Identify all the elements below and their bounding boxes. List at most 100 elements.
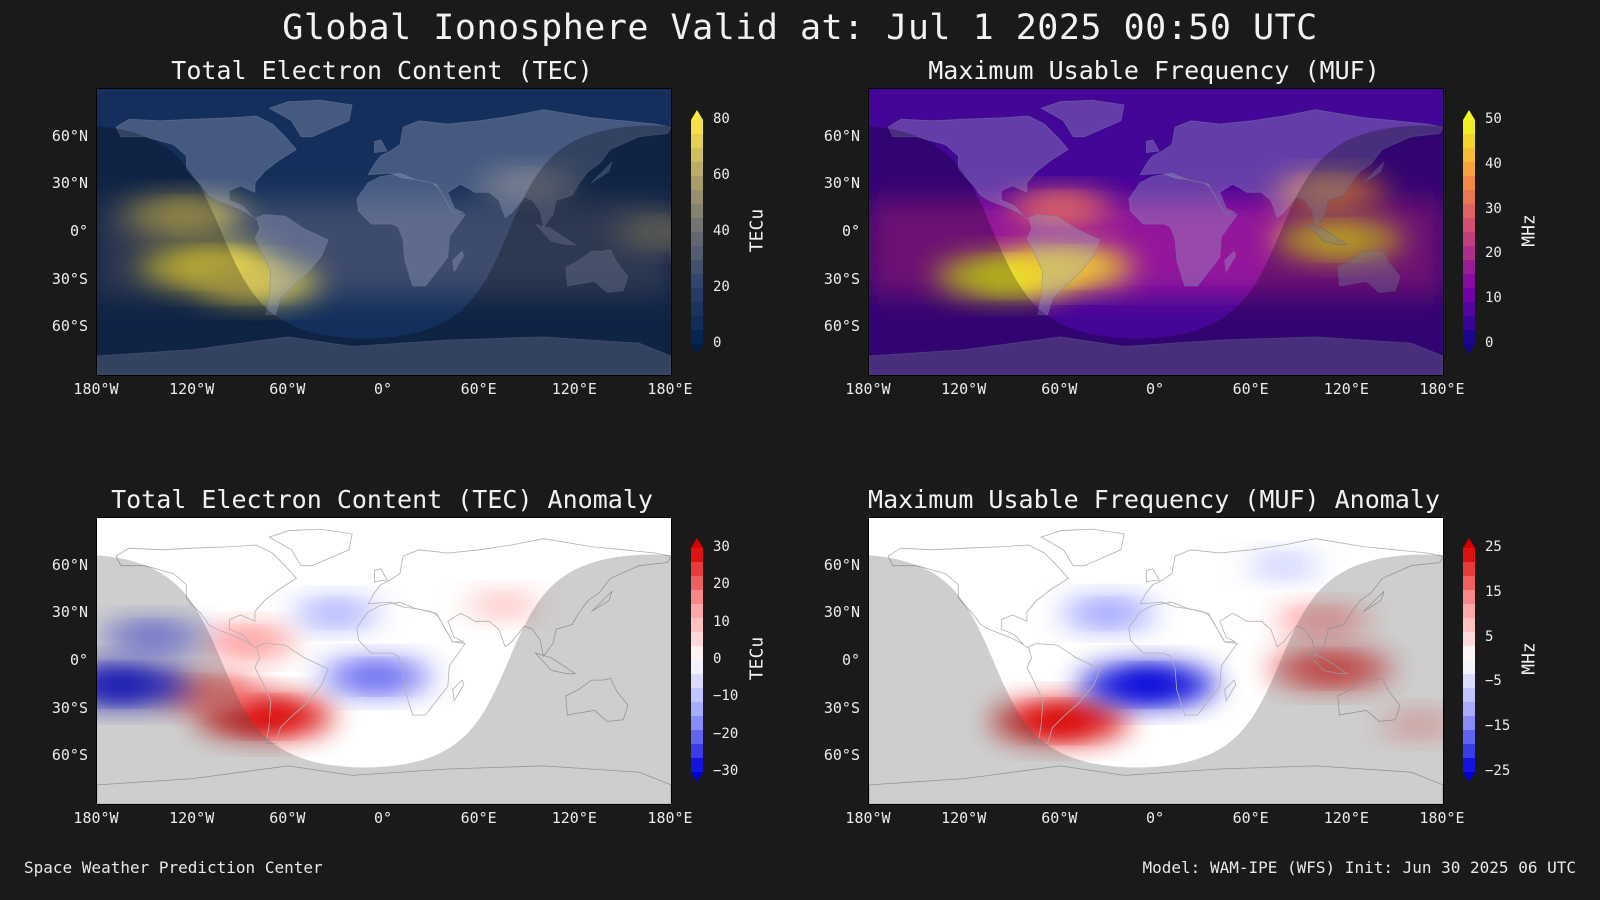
continent-outline — [1337, 678, 1401, 722]
continent-outline — [97, 336, 671, 375]
lat-tick-label: 30°N — [51, 603, 88, 622]
data-hotspot-core — [350, 666, 402, 687]
colorbar-segment — [691, 246, 703, 261]
colorbar-segment — [1463, 744, 1475, 759]
lon-tick-label: 180°W — [845, 380, 891, 398]
continent-outline — [887, 544, 1069, 649]
colorbar-segment — [1463, 660, 1475, 675]
colorbar-segment — [691, 330, 703, 345]
colorbar-segment — [691, 190, 703, 205]
colorbar-segment — [691, 674, 703, 689]
night-shading — [869, 554, 1443, 804]
continent-outline — [1128, 172, 1239, 287]
continent-outline — [268, 99, 353, 138]
colorbar-tick-label: 60 — [713, 167, 730, 183]
continent-outline — [534, 223, 577, 246]
continent-outline — [356, 601, 467, 716]
lon-tick-label: 60°E — [1232, 809, 1269, 827]
colorbar-segment — [691, 716, 703, 731]
colorbar-segment — [1463, 618, 1475, 633]
tec-map-plot — [96, 88, 672, 376]
colorbar-segment — [691, 688, 703, 703]
lon-tick-label: 0° — [373, 809, 393, 827]
continent-outline — [565, 678, 629, 722]
colorbar-tick-label: 15 — [1485, 583, 1502, 600]
colorbar-segment — [1463, 176, 1475, 191]
colorbar-segment — [1463, 688, 1475, 703]
colorbar-segment — [1463, 232, 1475, 247]
colorbar-segment — [691, 162, 703, 177]
colorbar-segment — [1463, 120, 1475, 135]
continent-outline — [1363, 590, 1385, 613]
data-hotspot-core — [1265, 558, 1302, 574]
continent-outline — [1363, 161, 1385, 184]
colorbar-segment — [1463, 590, 1475, 605]
colorbar-segment — [1463, 316, 1475, 331]
colorbar-segment — [691, 302, 703, 317]
continent-outline — [1026, 214, 1101, 315]
colorbar-segment — [691, 744, 703, 759]
night-shading — [97, 554, 671, 804]
continent-outline — [1306, 652, 1349, 675]
lat-tick-label: 30°S — [51, 698, 88, 717]
lon-tick-label: 120°W — [941, 380, 987, 398]
colorbar-gradient — [1463, 110, 1475, 354]
continent-outline — [591, 161, 613, 184]
colorbar-unit-label: TECu — [746, 636, 768, 681]
data-hotspot-core — [639, 222, 671, 242]
lon-tick-label: 120°E — [1323, 809, 1369, 827]
lat-tick-label: 60°S — [51, 746, 88, 765]
continent-outline — [115, 115, 297, 220]
colorbar-segment — [691, 730, 703, 745]
colorbar-segment — [691, 758, 703, 773]
colorbar-segment — [1463, 716, 1475, 731]
colorbar-segment — [1463, 148, 1475, 163]
lat-tick-label: 30°S — [823, 698, 860, 717]
continent-outline — [1128, 601, 1239, 716]
continent-outline — [254, 214, 329, 315]
colorbar-gradient — [691, 538, 703, 782]
continent-outline — [565, 249, 629, 293]
colorbar-segment — [691, 618, 703, 633]
data-hotspot-core — [1301, 612, 1346, 631]
colorbar-segment — [1463, 604, 1475, 619]
continent-outline — [268, 528, 353, 567]
night-shading — [869, 125, 1443, 375]
colorbar-tick-label: 0 — [713, 335, 722, 351]
colorbar-segment — [1463, 260, 1475, 275]
footer-left: Space Weather Prediction Center — [24, 858, 323, 877]
colorbar-tick-label: 25 — [1485, 539, 1502, 555]
colorbar-segment — [1463, 274, 1475, 289]
colorbar-tick-label: −5 — [1485, 673, 1502, 690]
continent-outline — [1224, 250, 1237, 273]
colorbar-extend-bottom — [691, 772, 703, 782]
panel-title-muf: Maximum Usable Frequency (MUF) — [928, 56, 1380, 85]
data-hotspot-core — [1038, 255, 1099, 279]
night-shading — [97, 125, 671, 375]
continent-outline — [1139, 538, 1443, 658]
lon-tick-label: 180°E — [647, 809, 693, 827]
panel-title-muf-anomaly: Maximum Usable Frequency (MUF) Anomaly — [868, 485, 1440, 514]
continent-outline — [367, 109, 671, 229]
colorbar-extend-top — [1463, 538, 1475, 548]
lon-tick-label: 0° — [373, 380, 393, 398]
colorbar-tick-label: 40 — [713, 223, 730, 239]
colorbar-tick-label: 50 — [1485, 111, 1502, 127]
colorbar-segment — [691, 590, 703, 605]
continent-outline — [374, 139, 388, 154]
tec-anomaly-map-plot — [96, 517, 672, 805]
continent-outline — [1337, 249, 1401, 293]
colorbar-tick-label: 80 — [713, 111, 730, 127]
colorbar-segment — [1463, 134, 1475, 149]
colorbar-segment — [691, 646, 703, 661]
colorbar-segment — [691, 702, 703, 717]
colorbar-segment — [1463, 702, 1475, 717]
continent-outline — [1040, 528, 1125, 567]
continent-outline — [367, 538, 671, 658]
map-canvas — [869, 518, 1443, 804]
colorbar-segment — [1463, 330, 1475, 345]
colorbar-segment — [1463, 302, 1475, 317]
colorbar-segment — [691, 562, 703, 577]
colorbar-segment — [1463, 758, 1475, 773]
colorbar-tick-label: 0 — [713, 651, 722, 667]
